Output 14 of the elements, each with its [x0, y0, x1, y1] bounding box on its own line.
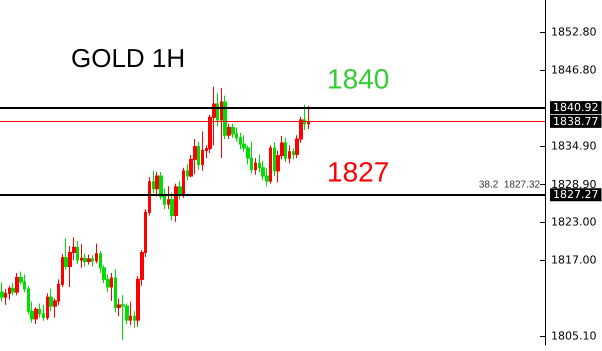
ref-line-label: 1827.27 — [553, 188, 598, 202]
y-tick-label: 1805.10 — [551, 330, 596, 343]
annotation: 1840 — [327, 64, 390, 94]
y-tick-label: 1852.80 — [551, 25, 596, 38]
y-tick-label: 1823.00 — [551, 215, 596, 228]
text: GOLD 1H — [71, 43, 186, 73]
y-tick-label: 1828.90 — [551, 178, 596, 191]
ref-line-label: 1838.77 — [553, 114, 598, 128]
annotation: 1827 — [327, 156, 390, 188]
y-tick-label: 1834.90 — [551, 140, 596, 153]
ref-line-label: 1840.92 — [553, 101, 598, 114]
y-tick-label: 1817.00 — [551, 254, 596, 267]
annotation: 38.2 1827.32 — [478, 180, 540, 190]
y-tick-label: 1846.80 — [551, 64, 596, 77]
